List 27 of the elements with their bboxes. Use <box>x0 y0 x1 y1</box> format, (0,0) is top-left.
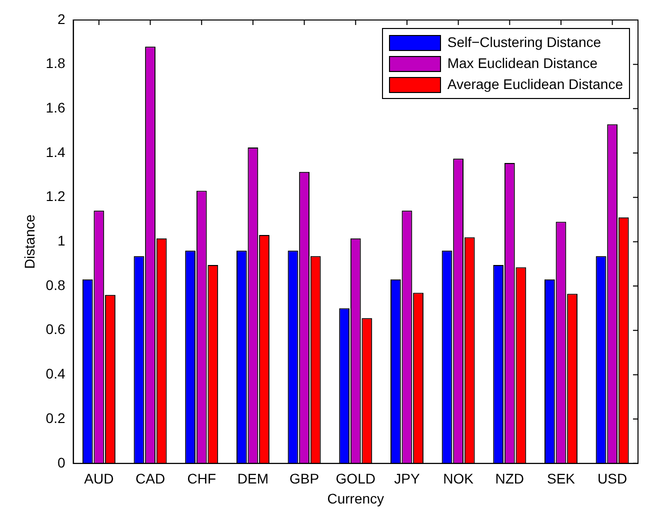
x-tick-label: GBP <box>290 470 320 487</box>
y-tick-label: 1.2 <box>46 188 66 204</box>
y-axis-title: Distance <box>21 214 38 269</box>
y-tick-label: 2 <box>57 10 66 27</box>
y-tick-label: 1 <box>57 232 66 249</box>
y-tick-label: 0 <box>57 454 66 470</box>
x-tick-label: USD <box>598 470 628 487</box>
y-tick-label: 1.8 <box>46 55 66 72</box>
x-tick-label: CHF <box>187 470 216 487</box>
legend-label: Max Euclidean Distance <box>447 54 598 73</box>
legend-label: Self−Clustering Distance <box>447 33 602 52</box>
x-axis-title: Currency <box>327 490 384 506</box>
y-tick-label: 0.8 <box>46 276 66 293</box>
x-tick-label: CAD <box>135 470 166 487</box>
x-tick-label: SEK <box>546 470 576 487</box>
y-tick-label: 1.4 <box>46 144 66 160</box>
y-tick-label: 0.6 <box>46 321 66 338</box>
x-tick-label: NOK <box>443 470 474 487</box>
x-tick-label: NZD <box>495 470 524 487</box>
x-tick-label: JPY <box>394 470 420 487</box>
y-tick-label: 1.6 <box>46 100 66 116</box>
legend-label: Average Euclidean Distance <box>447 75 623 94</box>
x-tick-label: GOLD <box>336 470 376 487</box>
x-tick-label: AUD <box>84 470 114 487</box>
y-tick-label: 0.4 <box>46 366 66 382</box>
y-tick-label: 0.2 <box>46 410 66 426</box>
x-tick-label: DEM <box>237 470 269 487</box>
